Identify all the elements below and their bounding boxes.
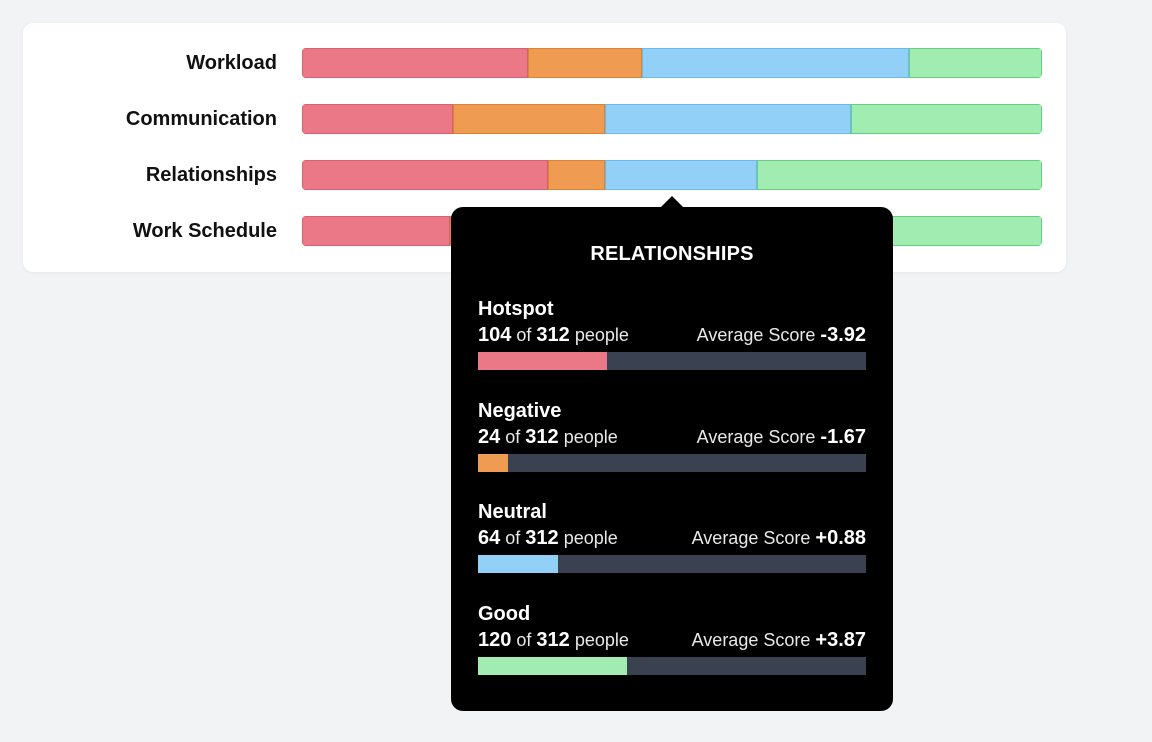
row-label: Communication [125, 108, 277, 130]
segment-neutral[interactable] [604, 104, 852, 134]
stacked-bar[interactable] [302, 48, 1042, 78]
row-label: Relationships [145, 164, 277, 186]
category-breakdown-card: Workload Communication Relationships Wor… [23, 23, 1066, 272]
people-count: 120 of 312 people [478, 629, 629, 651]
average-score: Average Score -1.67 [696, 426, 866, 448]
people-count: 104 of 312 people [478, 324, 629, 346]
people-count: 24 of 312 people [478, 426, 618, 448]
stacked-bar[interactable] [302, 160, 1042, 190]
category-negative: Negative 24 of 312 people Average Score … [478, 398, 866, 472]
category-neutral: Neutral 64 of 312 people Average Score +… [478, 499, 866, 573]
segment-negative[interactable] [548, 160, 606, 190]
people-count: 64 of 312 people [478, 527, 618, 549]
segment-negative[interactable] [452, 104, 605, 134]
row-workload[interactable]: Workload [23, 48, 1066, 78]
stacked-bar[interactable] [302, 104, 1042, 134]
row-relationships[interactable]: Relationships [23, 160, 1066, 190]
row-communication[interactable]: Communication [23, 104, 1066, 134]
segment-neutral[interactable] [642, 48, 909, 78]
segment-good[interactable] [851, 104, 1042, 134]
category-name: Good [478, 603, 531, 625]
category-good: Good 120 of 312 people Average Score +3.… [478, 601, 866, 675]
progress-track [478, 352, 866, 370]
progress-track [478, 454, 866, 472]
progress-fill-neutral [478, 555, 558, 573]
segment-good[interactable] [908, 48, 1042, 78]
segment-hotspot[interactable] [302, 48, 529, 78]
category-stats: 64 of 312 people Average Score +0.88 [478, 525, 866, 551]
progress-fill-hotspot [478, 352, 608, 370]
progress-track [478, 657, 866, 675]
category-stats: 104 of 312 people Average Score -3.92 [478, 322, 866, 348]
progress-track [478, 555, 866, 573]
segment-good[interactable] [757, 160, 1042, 190]
category-stats: 120 of 312 people Average Score +3.87 [478, 627, 866, 653]
tooltip-title: RELATIONSHIPS [590, 243, 754, 265]
progress-fill-negative [478, 454, 508, 472]
row-label: Workload [186, 52, 277, 74]
category-name: Neutral [478, 501, 547, 523]
segment-hotspot[interactable] [302, 160, 549, 190]
segment-negative[interactable] [528, 48, 643, 78]
relationships-tooltip: RELATIONSHIPS Hotspot 104 of 312 people … [451, 207, 893, 711]
segment-neutral[interactable] [605, 160, 758, 190]
segment-hotspot[interactable] [302, 216, 450, 246]
average-score: Average Score +0.88 [691, 527, 866, 549]
category-name: Hotspot [478, 298, 554, 320]
average-score: Average Score +3.87 [691, 629, 866, 651]
average-score: Average Score -3.92 [696, 324, 866, 346]
segment-hotspot[interactable] [302, 104, 453, 134]
progress-fill-good [478, 657, 628, 675]
category-stats: 24 of 312 people Average Score -1.67 [478, 424, 866, 450]
row-label: Work Schedule [132, 220, 277, 242]
tooltip-arrow [660, 196, 684, 208]
category-hotspot: Hotspot 104 of 312 people Average Score … [478, 296, 866, 370]
category-name: Negative [478, 400, 562, 422]
